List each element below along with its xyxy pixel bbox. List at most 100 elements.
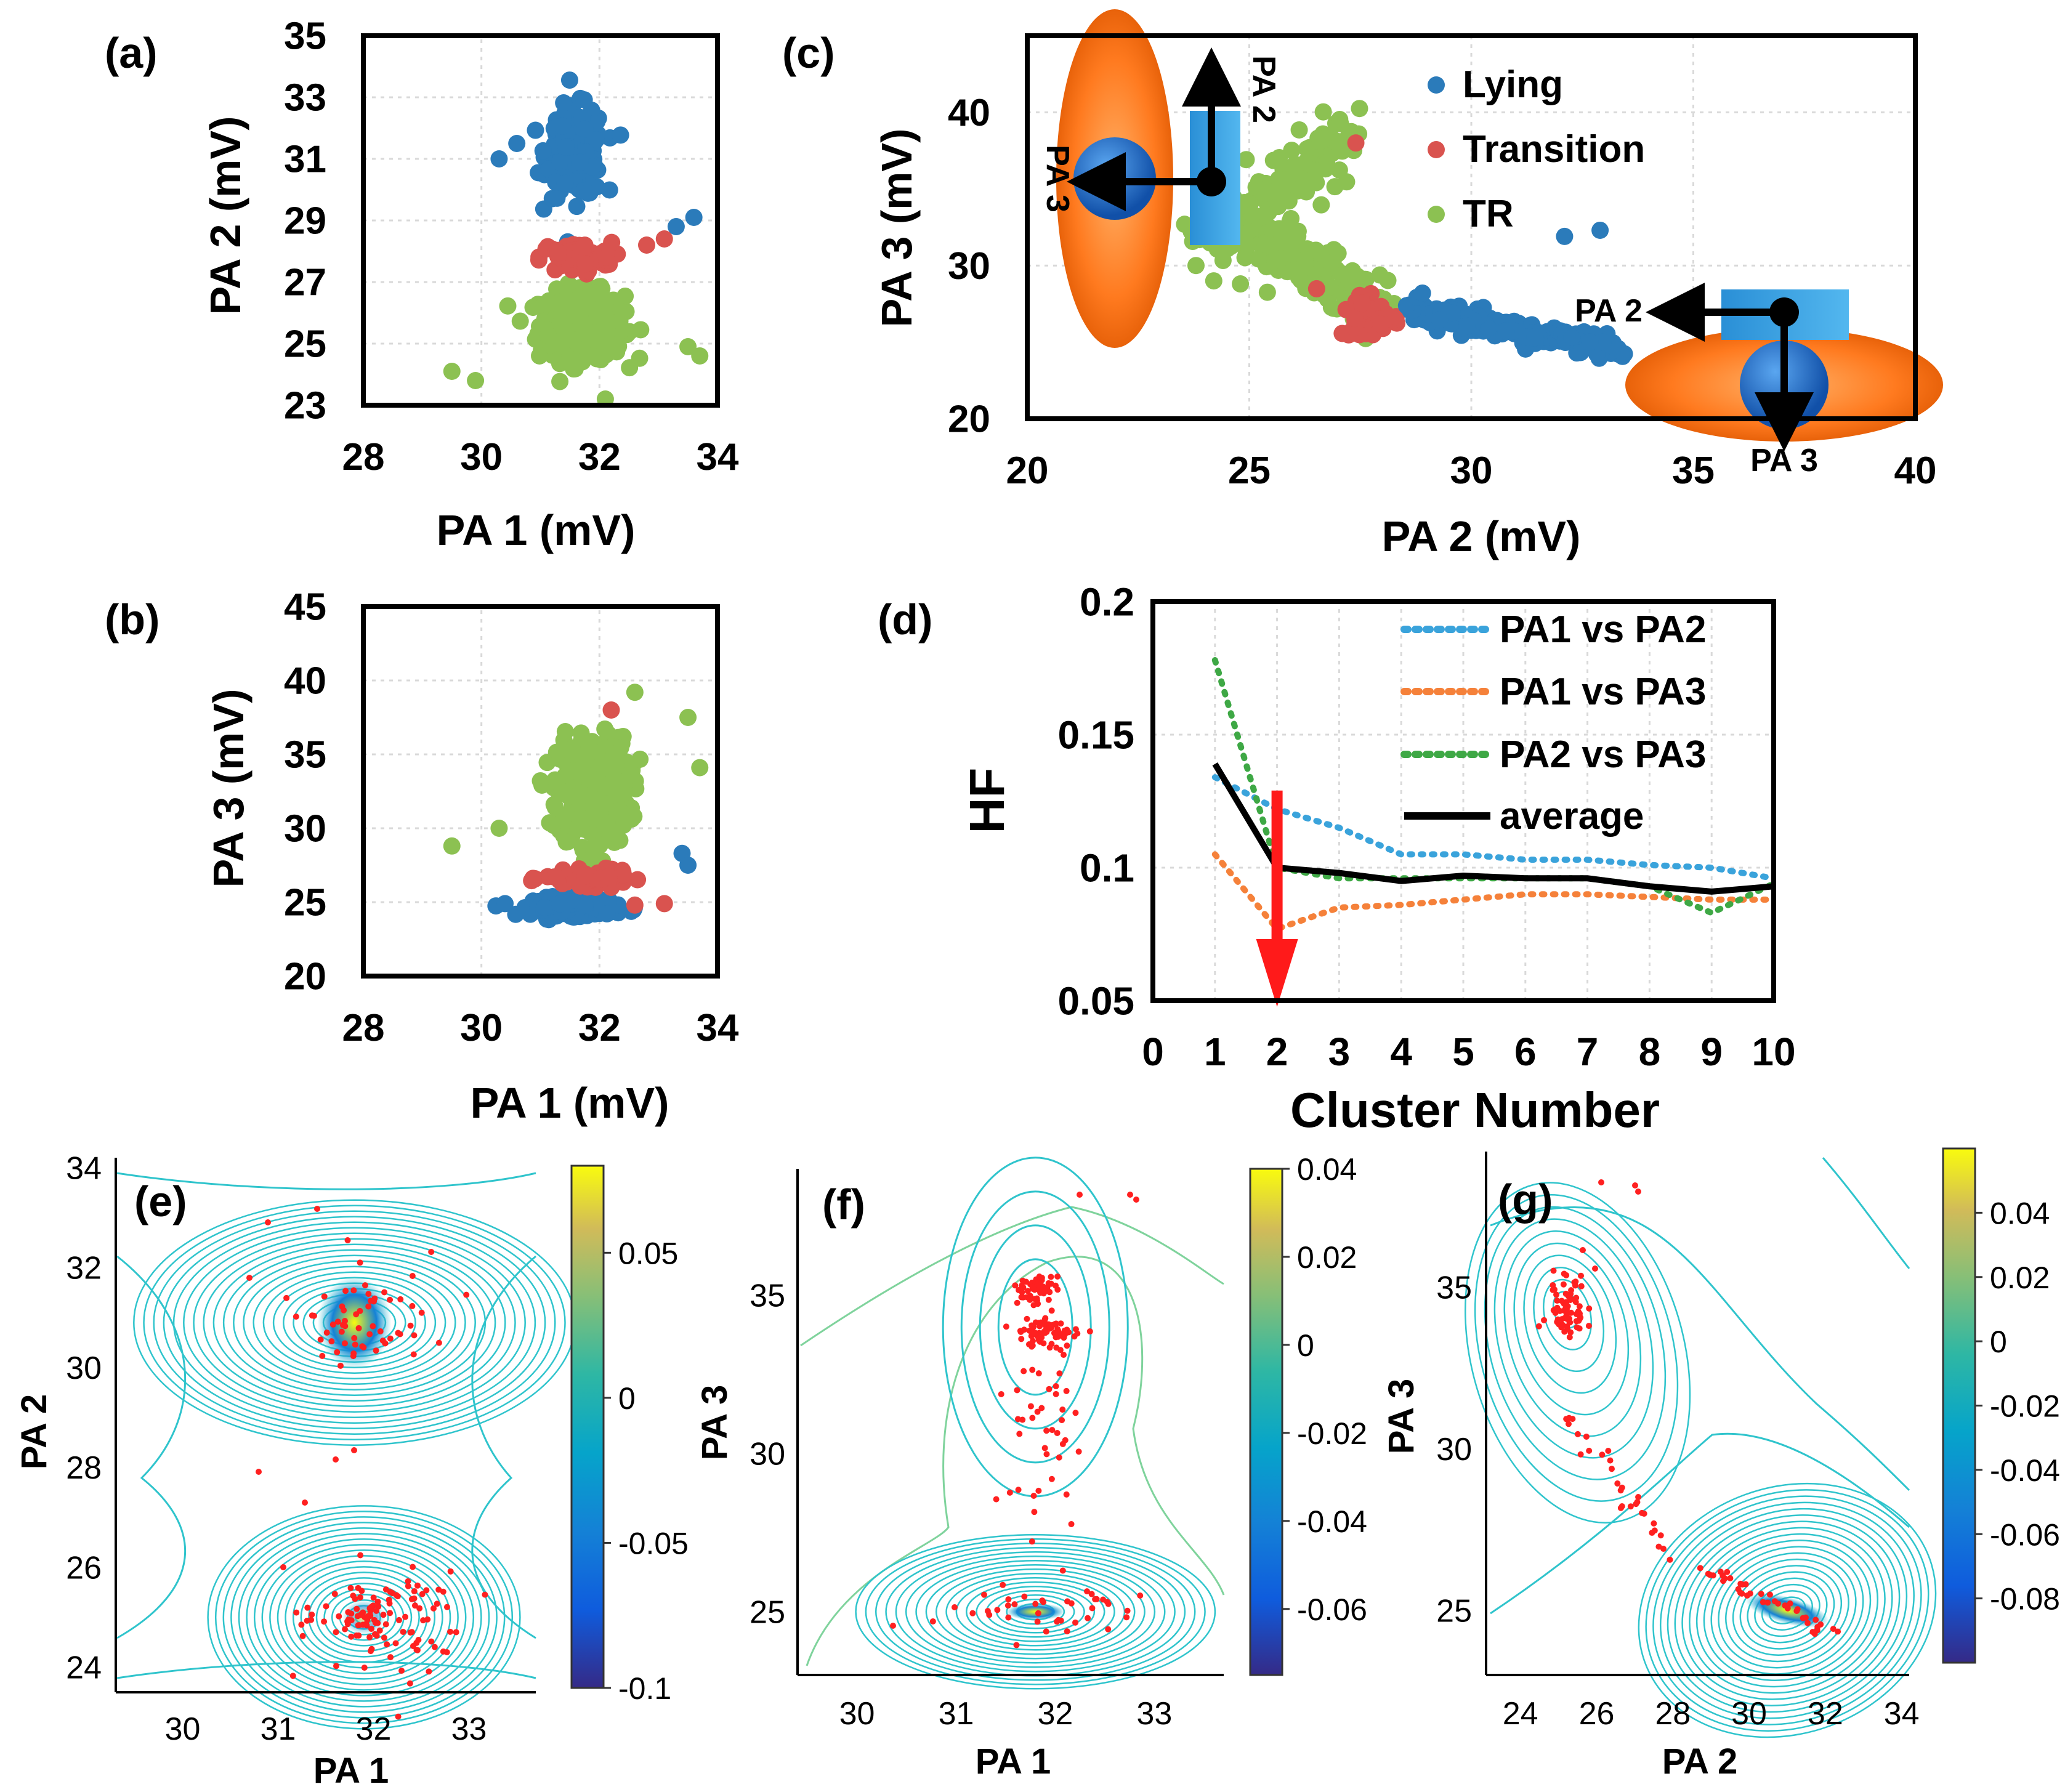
point-lying xyxy=(1594,333,1612,351)
panel-c-xtick-40: 40 xyxy=(1894,450,1937,492)
sample-point xyxy=(1566,1334,1573,1341)
sample-point xyxy=(1000,1581,1006,1588)
panel-e: (e) 30 31 32 33 24 26 28 30 32 34 PA 1 PA 2 0.05… xyxy=(14,1150,689,1791)
panel-a-xtick-34: 34 xyxy=(697,436,739,478)
panel-c-frame xyxy=(1025,33,1918,421)
point-lying xyxy=(1581,333,1599,351)
sample-point xyxy=(984,1608,991,1615)
sample-point xyxy=(1559,1322,1566,1328)
panel-c-legend: Lying Transition TR xyxy=(1428,63,1645,235)
sample-point xyxy=(1576,1325,1583,1332)
point-transition xyxy=(600,868,618,886)
point-tr xyxy=(557,833,575,851)
inset-right-label-pa2: PA 2 xyxy=(1575,293,1643,329)
point-tr xyxy=(564,746,581,764)
panel-g-points xyxy=(1535,1179,1841,1637)
sample-point xyxy=(1105,1626,1112,1633)
panel-b-ytick-40: 40 xyxy=(284,660,326,703)
sample-point xyxy=(1027,1403,1034,1410)
panel-g-cb-tick-0.02: 0.02 xyxy=(1990,1261,2050,1295)
contour-line xyxy=(965,1581,1105,1642)
sample-point xyxy=(1592,1265,1598,1272)
sample-point xyxy=(929,1618,936,1625)
point-lying xyxy=(548,189,566,207)
panel-a-xticks: 28 30 32 34 xyxy=(342,436,739,478)
sample-point xyxy=(411,1602,418,1609)
point-tr xyxy=(556,723,574,741)
sample-point xyxy=(395,1616,402,1623)
point-tr xyxy=(632,321,650,339)
point-tr xyxy=(545,817,563,834)
panel-b-ytick-30: 30 xyxy=(284,808,326,850)
contour-line xyxy=(1523,1254,1617,1394)
contour-line xyxy=(230,1522,498,1713)
panel-d-xtick-1: 1 xyxy=(1204,1030,1226,1074)
point-tr xyxy=(1371,266,1389,284)
inset-left-label-pa2: PA 2 xyxy=(1246,55,1282,123)
sample-point xyxy=(381,1289,388,1296)
point-tr xyxy=(499,297,517,315)
sample-point xyxy=(1005,1614,1012,1621)
point-lying xyxy=(679,857,697,874)
contour-line xyxy=(262,1271,447,1374)
sample-point xyxy=(355,1325,362,1331)
sample-point xyxy=(1048,1307,1055,1314)
panel-d-ytick-0.1: 0.1 xyxy=(1080,846,1134,890)
sample-point xyxy=(1016,1431,1023,1437)
sample-point xyxy=(1064,1598,1071,1605)
sample-point xyxy=(1580,1247,1586,1253)
sample-point xyxy=(317,1336,324,1343)
point-tr xyxy=(1187,257,1205,275)
panel-d: (d) PA1 vs PA2 PA1 vs PA3 PA2 vs PA3 ave… xyxy=(878,579,1796,1137)
panel-f-xtick-30: 30 xyxy=(839,1696,875,1732)
sample-point xyxy=(373,1347,379,1354)
sample-point xyxy=(1072,1619,1079,1626)
sample-point xyxy=(1724,1568,1731,1575)
contour-line xyxy=(207,1505,521,1730)
panel-a-xtick-32: 32 xyxy=(578,436,621,478)
panel-g-yticks: 25 30 35 xyxy=(1436,1270,1472,1629)
panel-c-points xyxy=(1176,100,1633,367)
panel-b-xtick-32: 32 xyxy=(578,1007,621,1049)
sample-point xyxy=(374,1599,381,1605)
panel-d-xticks: 0 1 2 3 4 5 6 7 8 9 10 xyxy=(1142,1030,1795,1074)
contour-line xyxy=(1645,1489,1930,1732)
panel-g-xtick-26: 26 xyxy=(1579,1696,1615,1732)
point-lying xyxy=(579,184,597,202)
panel-b-points xyxy=(443,684,709,929)
sample-point xyxy=(1029,1283,1036,1290)
panel-c-ytick-20: 20 xyxy=(948,398,990,441)
panel-g-xticks: 24 26 28 30 32 34 xyxy=(1503,1696,1920,1732)
sample-point xyxy=(1744,1592,1750,1599)
panel-c-ytick-40: 40 xyxy=(948,92,990,134)
sample-point xyxy=(333,1456,339,1463)
sample-point xyxy=(1617,1487,1624,1494)
sample-point xyxy=(1040,1290,1047,1297)
sample-point xyxy=(366,1331,373,1338)
sample-point xyxy=(350,1287,357,1294)
sample-point xyxy=(1056,1454,1062,1461)
sample-point xyxy=(382,1621,389,1628)
point-tr xyxy=(1266,252,1284,270)
point-tr xyxy=(611,312,629,330)
sample-point xyxy=(1535,1323,1542,1330)
contour-line xyxy=(1739,1571,1835,1650)
sample-point xyxy=(407,1322,414,1329)
sample-point xyxy=(1605,1448,1612,1455)
contour-line xyxy=(183,1227,526,1418)
sample-point xyxy=(1123,1614,1130,1621)
sample-point xyxy=(980,1591,987,1598)
point-tr xyxy=(1280,192,1298,210)
panel-a-points xyxy=(443,71,709,408)
panel-a-frame xyxy=(361,33,720,408)
sample-point xyxy=(1655,1543,1662,1550)
sample-point xyxy=(1573,1294,1580,1301)
contour-line xyxy=(193,1232,516,1413)
contour-line xyxy=(172,1221,536,1424)
sample-point xyxy=(321,1293,328,1300)
panel-b: (b) 28 30 32 34 20 25 30 35 40 45 PA 1 (mV) PA 3… xyxy=(105,586,739,1127)
sample-point xyxy=(1020,1368,1027,1374)
point-tr xyxy=(1283,232,1301,249)
contour-line xyxy=(915,1560,1156,1664)
